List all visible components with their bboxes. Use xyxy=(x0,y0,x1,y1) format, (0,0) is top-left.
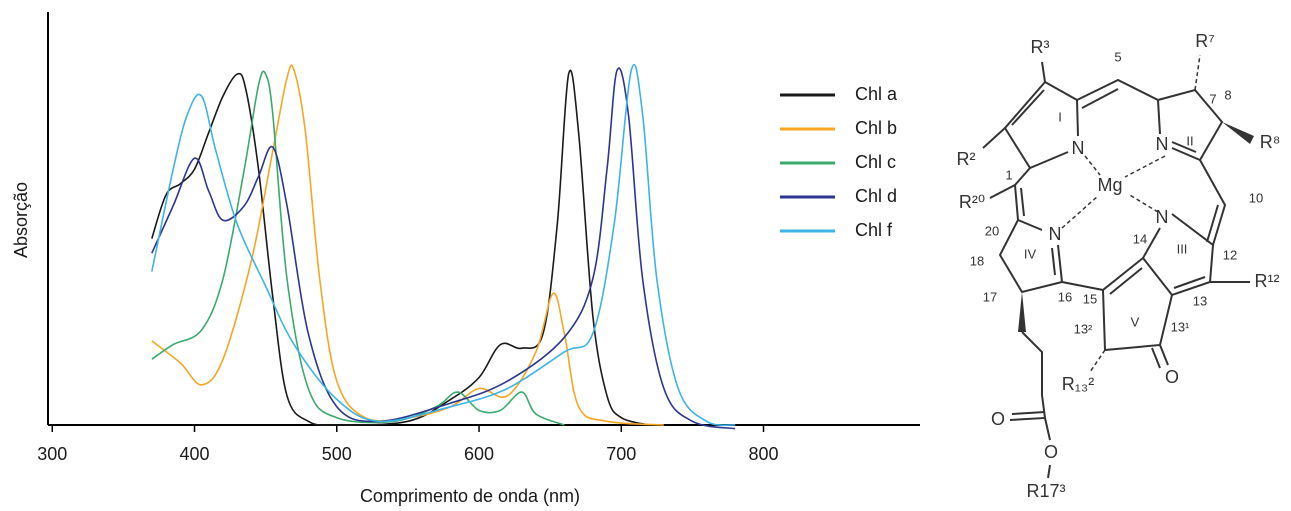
wedge-bond xyxy=(1222,122,1254,144)
series-line xyxy=(151,63,736,427)
x-tick-label: 600 xyxy=(464,444,494,464)
atom-label: N xyxy=(1072,138,1085,158)
locant: 8 xyxy=(1224,87,1231,102)
legend-label: Chl c xyxy=(855,152,896,172)
substituent-label: R³ xyxy=(1031,37,1050,57)
legend-label: Chl f xyxy=(855,220,893,240)
ring-label: III xyxy=(1177,241,1188,256)
x-tick-label: 800 xyxy=(749,444,779,464)
series-line xyxy=(151,70,565,426)
legend-label: Chl a xyxy=(855,84,898,104)
hashed-bond xyxy=(1089,349,1106,373)
substituent-label: R17³ xyxy=(1026,481,1065,501)
locant: 7 xyxy=(1209,91,1216,106)
ring-label: I xyxy=(1058,109,1062,124)
substituent-label: R¹² xyxy=(1255,271,1280,291)
ring-label: II xyxy=(1186,133,1193,148)
substituent-label: R₁₃² xyxy=(1062,374,1094,394)
legend-label: Chl b xyxy=(855,118,897,138)
ring-bond xyxy=(1141,159,1250,297)
atom-label: N xyxy=(1049,224,1062,244)
chart: Comprimento de onda (nm) Absorção 300 400… xyxy=(11,12,920,506)
locant: 13² xyxy=(1074,321,1093,336)
atom-label: O xyxy=(1044,442,1058,462)
ring-label: V xyxy=(1131,314,1140,329)
locant: 5 xyxy=(1114,49,1121,64)
substituent-label: R⁸ xyxy=(1260,132,1281,152)
ring-label: IV xyxy=(1024,246,1037,261)
hashed-bond xyxy=(1194,54,1201,91)
atom-label: O xyxy=(991,409,1005,429)
x-tick-label: 400 xyxy=(179,444,209,464)
locant: 20 xyxy=(985,223,999,238)
locant: 13 xyxy=(1193,293,1207,308)
ring-bond xyxy=(1003,81,1079,170)
x-axis-label: Comprimento de onda (nm) xyxy=(360,486,580,506)
atom-label: O xyxy=(1165,367,1179,387)
locant: 10 xyxy=(1249,190,1263,205)
locant: 16 xyxy=(1058,289,1072,304)
wedge-bond xyxy=(1018,292,1026,332)
ring-bond xyxy=(1076,78,1159,109)
y-axis-label: Absorção xyxy=(11,182,31,258)
legend-label: Chl d xyxy=(855,186,897,206)
locant: 17 xyxy=(983,289,997,304)
x-tick-label: 500 xyxy=(322,444,352,464)
atom-label: N xyxy=(1156,134,1169,154)
chain-bond xyxy=(1009,331,1051,479)
locant: 14 xyxy=(1133,231,1147,246)
x-tick-label: 700 xyxy=(606,444,636,464)
substituent-label: R² xyxy=(957,149,976,169)
locant: 12 xyxy=(1223,247,1237,262)
locant: 18 xyxy=(970,253,984,268)
series-line xyxy=(151,67,736,430)
substituent-label: R²⁰ xyxy=(959,192,985,212)
atom-label: N xyxy=(1156,207,1169,227)
locant: 1 xyxy=(1005,167,1012,182)
substituent-label: R⁷ xyxy=(1195,31,1215,51)
x-tick-label: 300 xyxy=(37,444,67,464)
substituent-bond xyxy=(982,61,1046,149)
substituent-bond xyxy=(989,184,1016,199)
coordination-bond xyxy=(1061,155,1166,229)
chemical-structure: N N N N Mg O O O R³ R² R²⁰ R⁷ R⁸ R¹² R₁₃… xyxy=(957,31,1281,501)
atom-label: Mg xyxy=(1097,175,1122,195)
series-line xyxy=(151,69,650,426)
locant: 13¹ xyxy=(1171,319,1190,334)
locant: 15 xyxy=(1083,291,1097,306)
series-line xyxy=(151,64,664,426)
ring-bond xyxy=(1101,257,1173,369)
